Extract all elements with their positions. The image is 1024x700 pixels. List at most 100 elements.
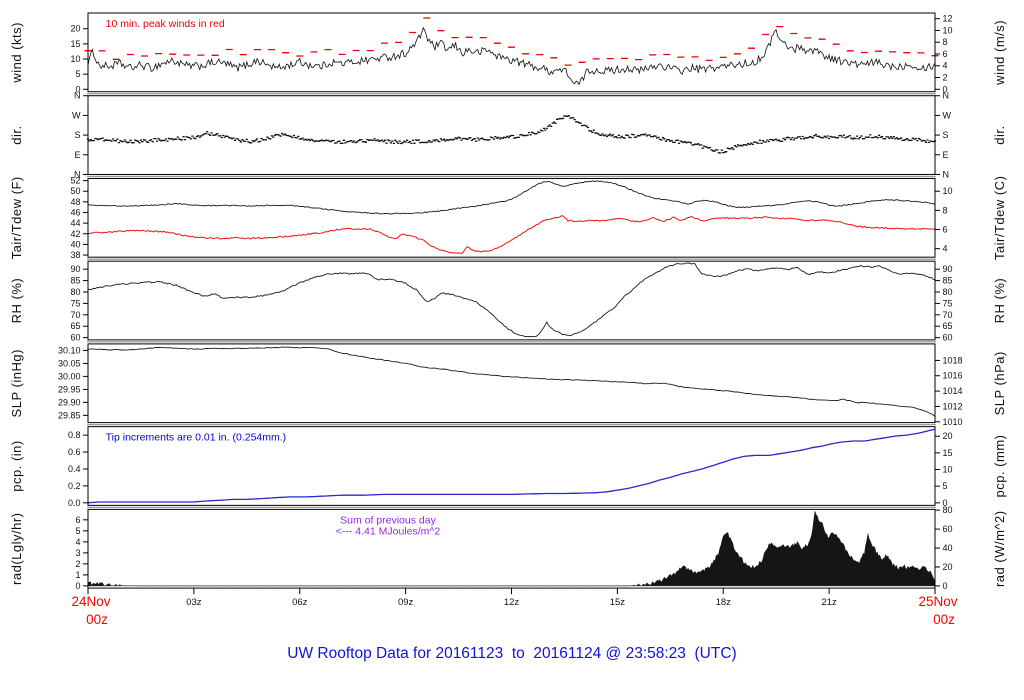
panel-slp: 29.85 29.90 29.95 30.00 30.05 30.10 1010 1012 10… — [9, 341, 1007, 427]
x-tick-label: 09z — [398, 597, 414, 608]
y-tick-label-left: 38 — [70, 250, 80, 260]
y-tick-label-right: W — [943, 110, 952, 120]
y-tick-label-left: 30.00 — [58, 371, 81, 381]
panel-annotation: <--- 4.41 MJoules/m^2 — [336, 525, 441, 537]
axis-title-right: pcp. (mm) — [992, 435, 1007, 498]
series-slp — [87, 346, 936, 417]
series-rh — [88, 262, 936, 338]
y-tick-label-right: 12 — [943, 14, 953, 24]
x-tick-label: 03z — [186, 597, 202, 608]
y-tick-label-left: 48 — [70, 197, 80, 207]
axis-title-right: dir. — [992, 125, 1007, 144]
y-tick-label-left: 0.8 — [68, 430, 81, 440]
y-tick-label-right: 5 — [943, 481, 948, 491]
y-tick-label-right: 10 — [943, 186, 953, 196]
y-tick-label-left: S — [74, 130, 80, 140]
y-tick-label-right: 1018 — [943, 355, 963, 365]
y-tick-label-left: 15 — [70, 39, 80, 49]
axis-title-left: dir. — [9, 125, 24, 144]
y-tick-label-left: 85 — [70, 276, 80, 286]
panel-annotation: 10 min. peak winds in red — [106, 18, 225, 30]
series-tdew — [87, 215, 936, 254]
chart-title: UW Rooftop Data for 20161123 to 20161124… — [287, 645, 737, 662]
panel-frame — [87, 260, 936, 341]
date-label-left-line2: 00z — [86, 612, 108, 627]
x-tick-label: 12z — [504, 597, 520, 608]
y-tick-label-right: 1010 — [943, 417, 963, 427]
axis-title-right: RH (%) — [992, 278, 1007, 324]
y-tick-label-right: 60 — [943, 333, 953, 343]
y-tick-label-left: 4 — [75, 537, 80, 547]
y-tick-label-left: 50 — [70, 186, 80, 196]
y-tick-label-left: N — [74, 169, 81, 179]
y-tick-label-left: 40 — [70, 239, 80, 249]
y-tick-label-left: 0.6 — [68, 447, 81, 457]
panel-frame — [87, 177, 936, 258]
y-tick-label-right: 20 — [943, 562, 953, 572]
y-tick-label-left: 60 — [70, 333, 80, 343]
y-tick-label-right: 0 — [943, 498, 948, 508]
series-tair — [88, 180, 936, 215]
axis-title-right: wind (m/s) — [992, 20, 1007, 86]
y-tick-label-right: 65 — [943, 321, 953, 331]
y-tick-label-left: 29.95 — [58, 384, 81, 394]
x-tick-label: 06z — [292, 597, 308, 608]
y-tick-label-left: N — [74, 91, 81, 101]
y-tick-label-right: 8 — [943, 205, 948, 215]
axis-title-right: rad (W/m^2) — [992, 510, 1007, 587]
date-label-left-line1: 24Nov — [71, 594, 110, 609]
y-tick-label-right: 70 — [943, 310, 953, 320]
y-tick-label-left: 30.10 — [58, 345, 81, 355]
panel-frame — [87, 95, 936, 175]
y-tick-label-left: 0.4 — [68, 464, 81, 474]
y-tick-label-left: 1 — [75, 570, 80, 580]
y-tick-label-left: 46 — [70, 207, 80, 217]
y-tick-label-left: 0.2 — [68, 481, 81, 491]
panel-frame — [87, 426, 936, 506]
y-tick-label-right: 6 — [943, 225, 948, 235]
axis-title-left: RH (%) — [9, 278, 24, 324]
axis-title-left: SLP (inHg) — [9, 349, 24, 417]
date-label-right-line2: 00z — [933, 612, 955, 627]
y-tick-label-left: 2 — [75, 559, 80, 569]
y-tick-label-left: W — [72, 110, 81, 120]
y-tick-label-left: 20 — [70, 24, 80, 34]
y-tick-label-right: 4 — [943, 61, 948, 71]
y-tick-label-left: 42 — [70, 229, 80, 239]
panel-pcp: 0.0 0.2 0.4 0.6 0.8 0 5 10 15 20 pcp. (in) pcp. (mm… — [9, 423, 1007, 508]
panel-annotation: Sum of previous day — [340, 514, 436, 526]
y-tick-label-left: 6 — [75, 515, 80, 525]
x-axis: 03z 06z 09z 12z 15z 18z 21z 24Nov 00z 25Nov 00z — [71, 588, 958, 627]
y-tick-label-left: 5 — [75, 526, 80, 536]
y-tick-label-right: 80 — [943, 287, 953, 297]
axis-title-left: pcp. (in) — [9, 440, 24, 491]
y-tick-label-right: 80 — [943, 505, 953, 515]
y-tick-label-right: 4 — [943, 244, 948, 254]
y-tick-label-right: 10 — [943, 25, 953, 35]
y-tick-label-right: N — [943, 169, 950, 179]
y-tick-label-left: 0 — [75, 84, 80, 94]
series-solar-rad — [87, 511, 936, 587]
axis-title-right: Tair/Tdew (C) — [992, 176, 1007, 261]
x-tick-label: 18z — [716, 597, 732, 608]
y-tick-label-left: 29.90 — [58, 397, 81, 407]
y-tick-label-left: 70 — [70, 310, 80, 320]
series-pcp-accum — [87, 428, 936, 504]
panel-frame — [87, 343, 936, 424]
y-tick-label-right: 8 — [943, 37, 948, 47]
date-label-right-line1: 25Nov — [918, 594, 957, 609]
x-tick-label: 15z — [610, 597, 626, 608]
y-tick-label-left: E — [74, 150, 80, 160]
y-tick-label-right: 40 — [943, 543, 953, 553]
y-tick-label-left: 52 — [70, 176, 80, 186]
y-tick-label-right: S — [943, 130, 949, 140]
axis-title-left: Tair/Tdew (F) — [9, 176, 24, 259]
panel-annotation: Tip increments are 0.01 in. (0.254mm.) — [106, 432, 287, 444]
y-tick-label-right: 85 — [943, 276, 953, 286]
y-tick-label-right: 15 — [943, 448, 953, 458]
